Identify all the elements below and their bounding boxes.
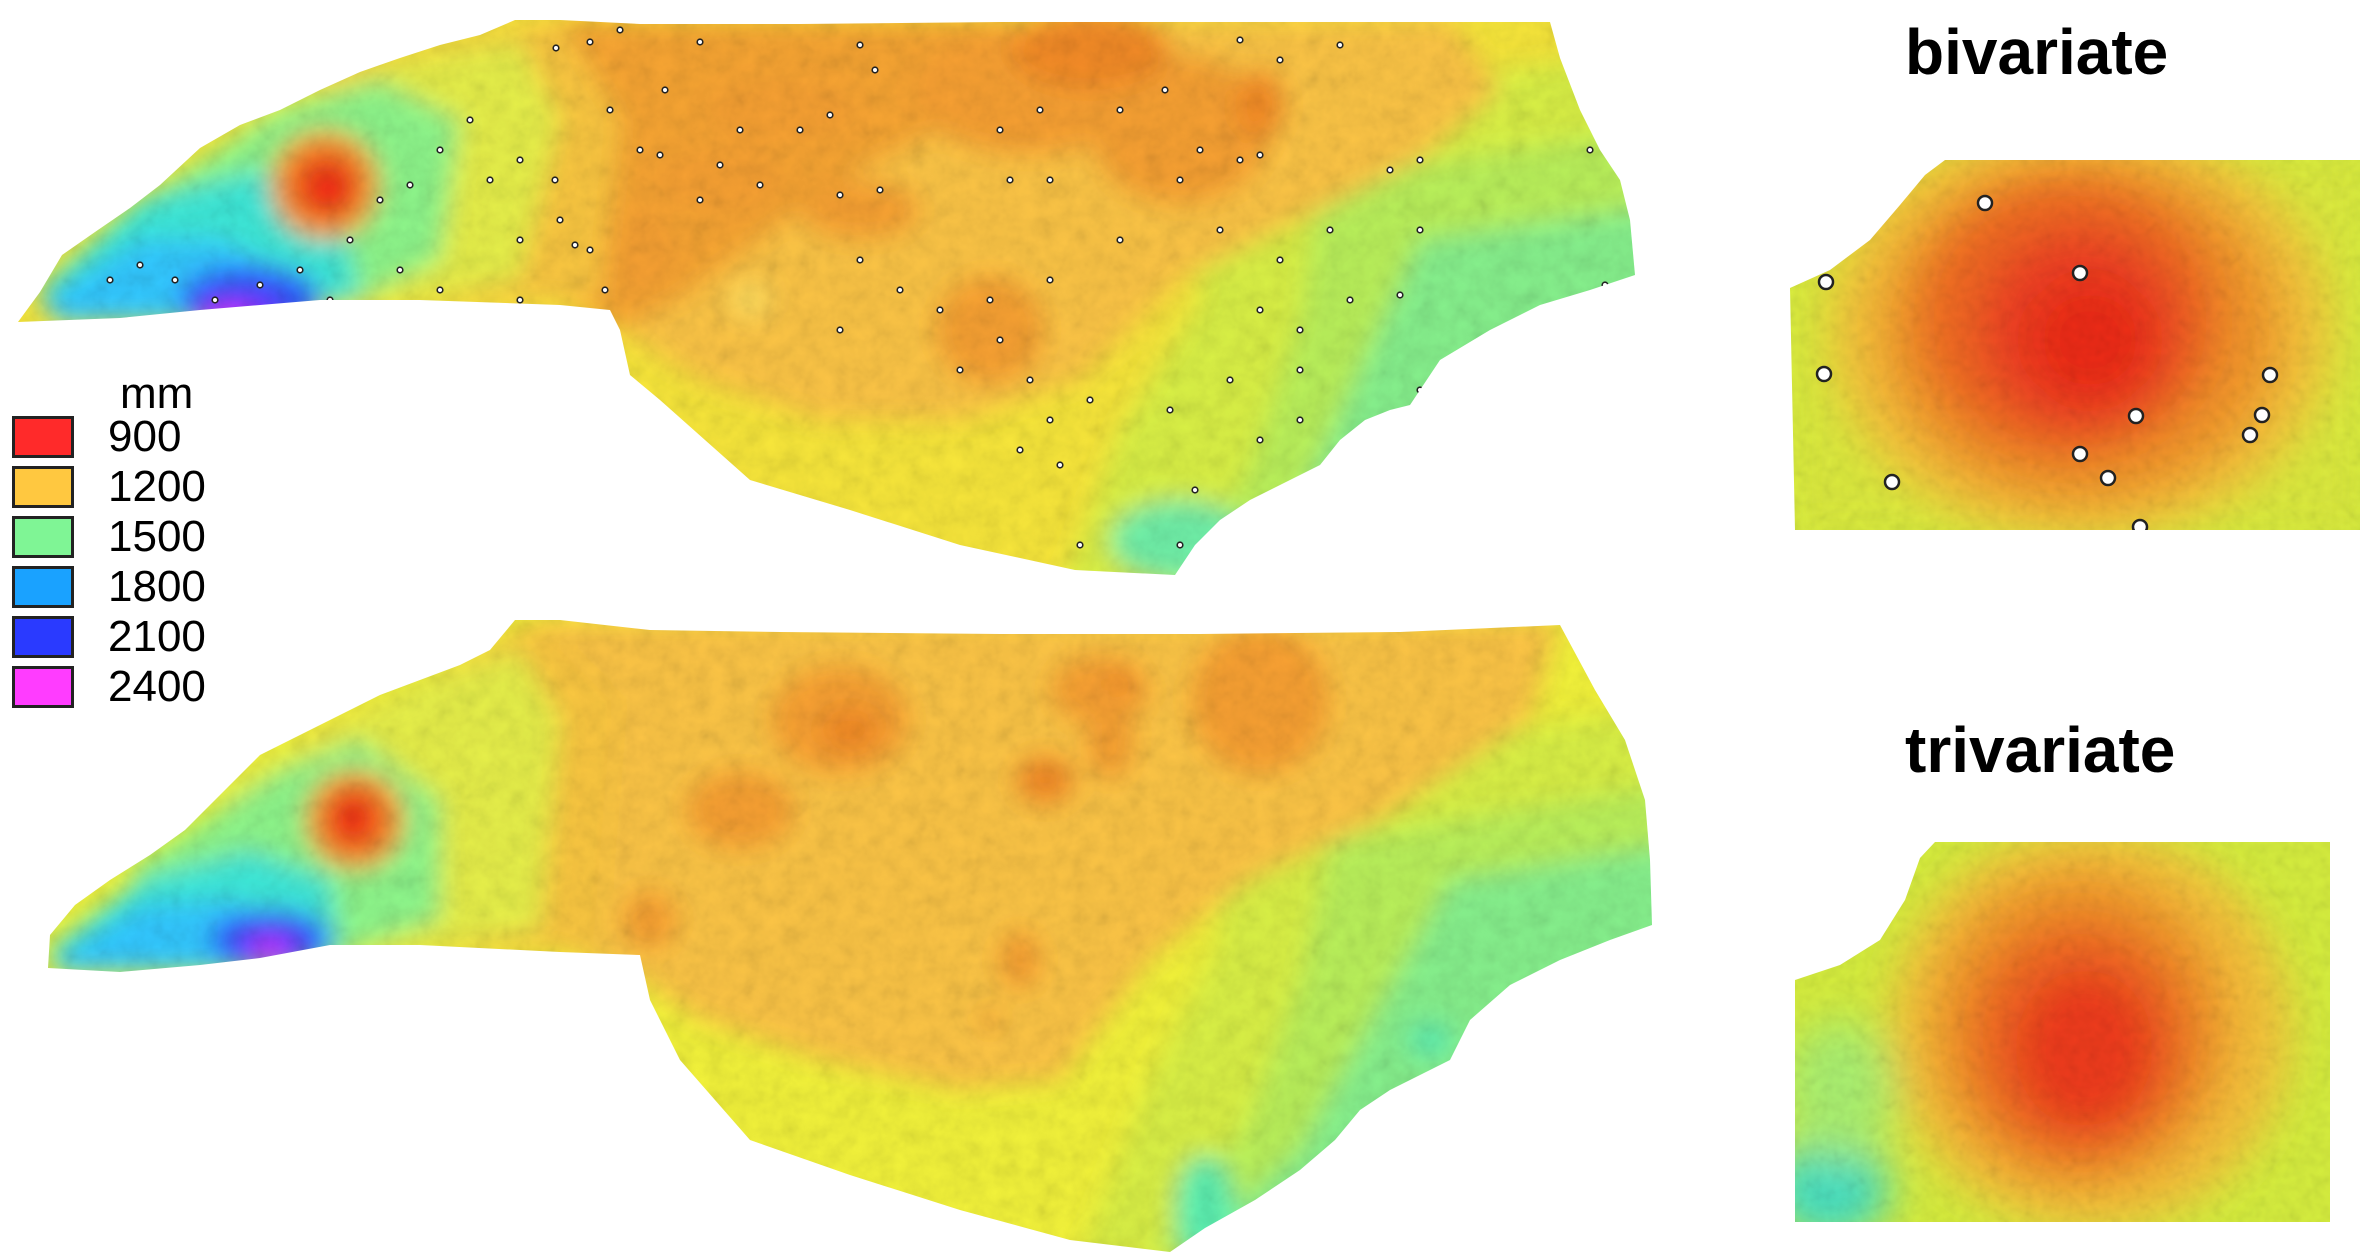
legend-label: 2100 (108, 612, 206, 661)
legend-label: 900 (108, 412, 182, 461)
nc-map-trivariate (48, 620, 1652, 1252)
legend-swatch-900 (12, 416, 74, 458)
trivariate-title: trivariate (1905, 714, 2176, 786)
legend-unit: mm (120, 369, 194, 418)
inset-trivariate (1795, 842, 2330, 1222)
legend-entry: 1800 (12, 562, 252, 611)
legend-label: 1200 (108, 462, 206, 511)
station-markers (106, 26, 1609, 549)
legend-entry: 1500 (12, 512, 252, 561)
legend-swatch-2400 (12, 666, 74, 708)
inset-station-markers (1815, 194, 2279, 530)
legend-entry: 2400 (12, 662, 252, 711)
legend-label: 1800 (108, 562, 206, 611)
bivariate-title: bivariate (1905, 16, 2169, 88)
nc-map-bivariate (18, 20, 1635, 575)
inset-bivariate (1790, 160, 2360, 530)
legend-swatch-1500 (12, 516, 74, 558)
legend-swatch-1800 (12, 566, 74, 608)
legend-swatch-2100 (12, 616, 74, 658)
legend-entry: 900 (12, 412, 252, 461)
legend-swatch-1200 (12, 466, 74, 508)
legend-label: 1500 (108, 512, 206, 561)
legend-entry: 1200 (12, 462, 252, 511)
legend-entry: 2100 (12, 612, 252, 661)
legend-label: 2400 (108, 662, 206, 711)
